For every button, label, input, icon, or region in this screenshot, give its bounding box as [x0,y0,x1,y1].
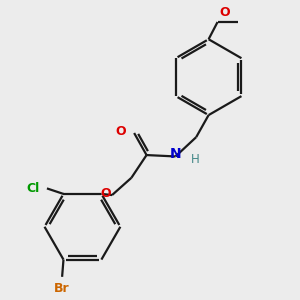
Text: H: H [191,153,200,166]
Text: N: N [170,147,181,161]
Text: O: O [219,6,230,19]
Text: Cl: Cl [27,182,40,195]
Text: Br: Br [54,282,70,295]
Text: O: O [100,187,111,200]
Text: O: O [115,125,126,138]
